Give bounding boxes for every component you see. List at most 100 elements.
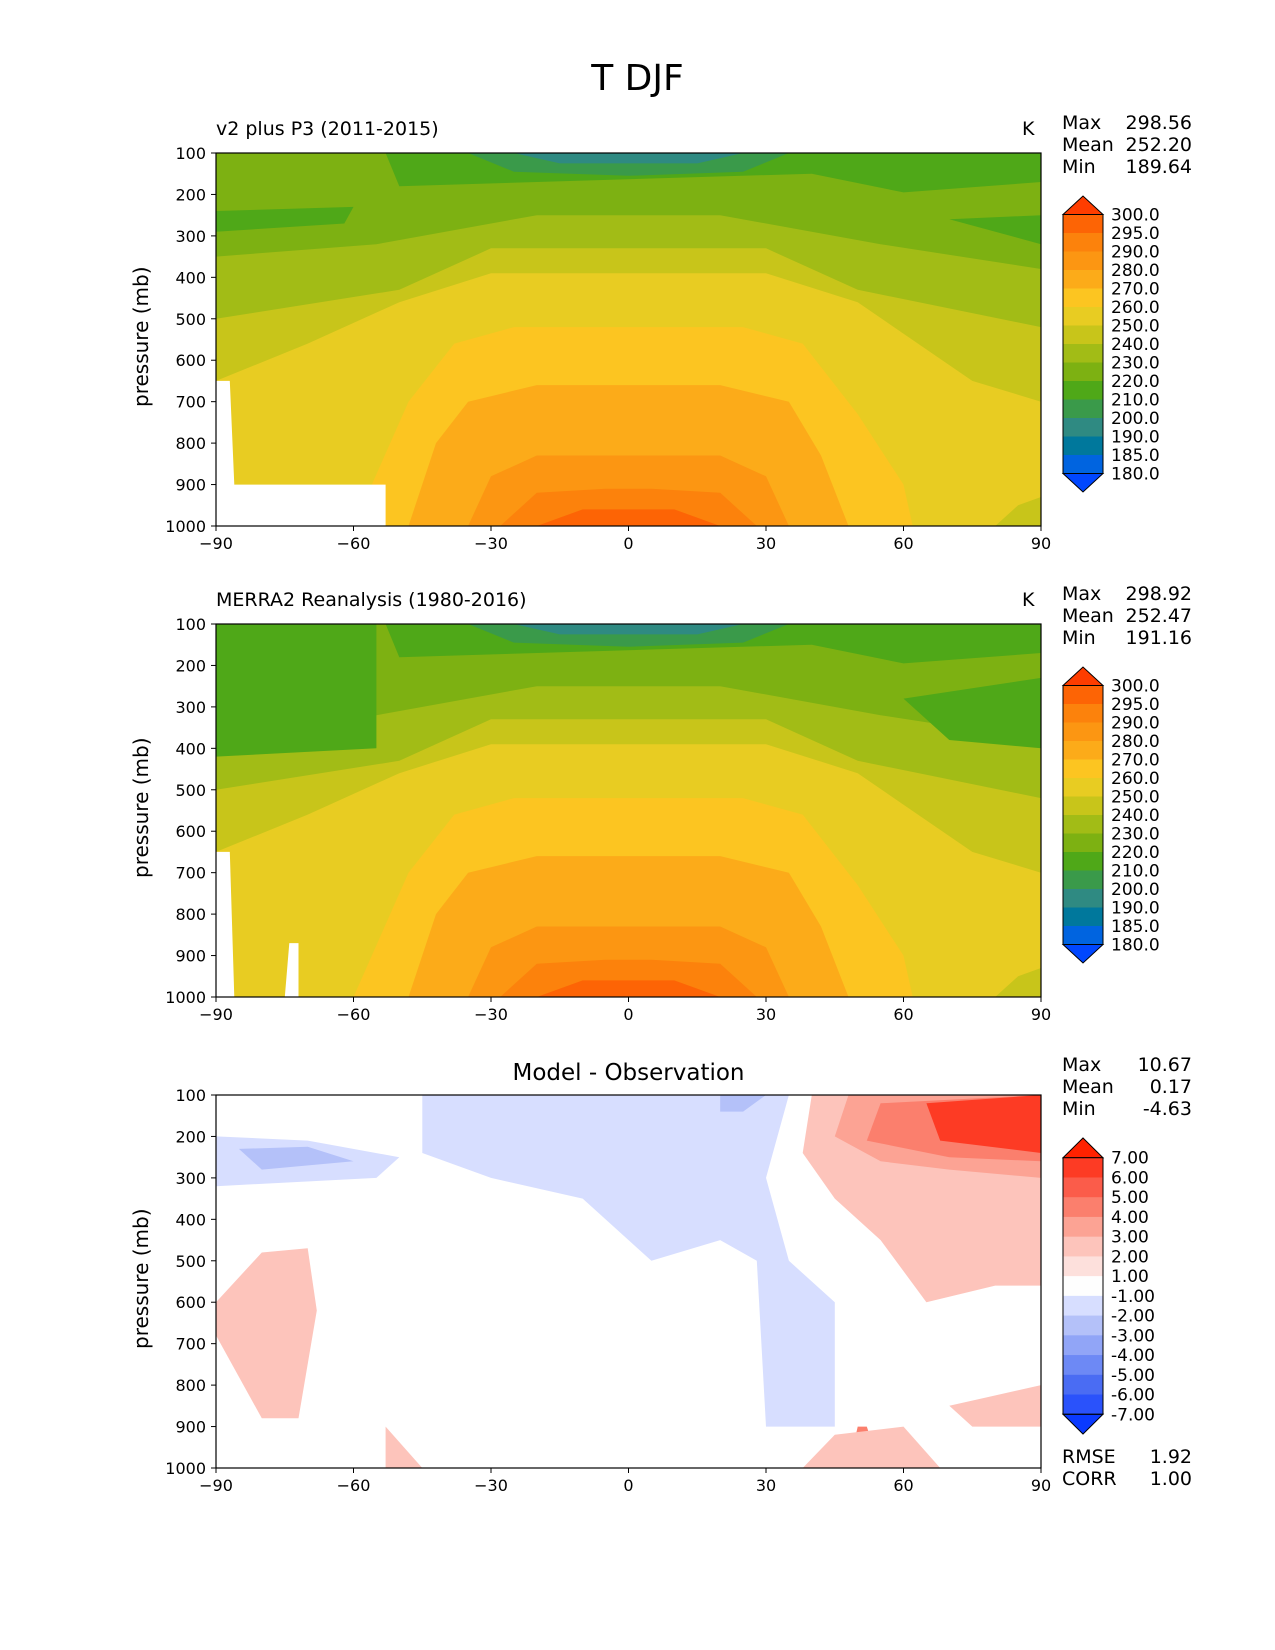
units-label: K [1022,118,1035,140]
contour-region [536,980,721,997]
colorbar-label: -6.00 [1111,1386,1155,1406]
colorbar-bin [1063,455,1103,474]
y-tick-label: 800 [175,905,206,924]
colorbar-label: 260.0 [1111,298,1160,318]
colorbar-label: 180.0 [1111,936,1160,956]
x-tick-label: −60 [337,1476,371,1495]
max-value: 10.67 [1137,1054,1192,1076]
mean-label: Mean [1062,605,1114,627]
colorbar-bin [1063,1315,1103,1336]
max-value: 298.56 [1125,112,1192,134]
colorbar-label: 270.0 [1111,751,1160,771]
x-tick-label: 0 [623,534,633,553]
colorbar: 300.0295.0290.0280.0270.0260.0250.0240.0… [1061,666,1160,964]
units-label: K [1022,589,1035,611]
x-tick-label: 90 [1031,534,1051,553]
x-tick-label: 30 [756,1005,776,1024]
axes: −90 −60 −30 0 30 60 90 100 200 300 400 500 600 700 800… [165,144,1051,553]
panel-title: v2 plus P3 (2011-2015) [216,118,439,140]
colorbar-label: 7.00 [1111,1149,1149,1169]
plot-svg: −90 −60 −30 0 30 60 90 100 200 300 400 500 600 700 800… [165,144,1160,553]
colorbar-bin [1063,870,1103,890]
colorbar-label: 190.0 [1111,899,1160,919]
y-tick-label: 700 [175,393,206,412]
colorbar-bin [1063,741,1103,760]
max-value: 298.92 [1125,583,1192,605]
colorbar-bin [1063,1276,1103,1297]
colorbar-bin [1063,381,1103,400]
colorbar-bin [1063,1374,1103,1396]
colorbar-bin [1063,778,1103,797]
x-tick-label: −30 [474,534,508,553]
colorbar-frame [1062,685,1104,945]
mean-value: 252.20 [1125,134,1192,156]
y-tick-label: 700 [175,1335,206,1354]
contour-region [903,677,1041,749]
colorbar-bin [1063,418,1103,437]
contour-region [720,1095,766,1112]
colorbar-bin [1063,1236,1103,1257]
colorbar-bin [1063,1295,1103,1317]
y-tick-label: 300 [175,1169,206,1188]
colorbar-bin [1063,926,1103,945]
stats-box: Max 298.56 Mean 252.20 Min 189.64 [1062,112,1192,178]
y-tick-label: 700 [175,864,206,883]
x-tick-label: 30 [756,534,776,553]
colorbar-extend-min [1061,1413,1105,1435]
y-tick-label: 100 [175,144,206,163]
y-tick-label: 500 [175,310,206,329]
y-tick-label: 300 [175,698,206,717]
rmse-value: 1.92 [1149,1446,1192,1468]
contour-region [238,1146,354,1170]
colorbar-label: -7.00 [1111,1405,1155,1425]
colorbar-frame [1062,214,1104,474]
colorbar-label: 1.00 [1111,1267,1149,1287]
colorbar-label: 250.0 [1111,788,1160,808]
colorbar-label: 220.0 [1111,843,1160,863]
panel-title: MERRA2 Reanalysis (1980-2016) [216,589,527,611]
contour-region [216,380,386,526]
colorbar-bin [1063,704,1103,723]
corr-label: CORR [1062,1468,1117,1490]
colorbar-label: 240.0 [1111,335,1160,355]
rmse-label: RMSE [1062,1446,1116,1468]
colorbar-label: 180.0 [1111,465,1160,485]
contour-region [926,1095,1041,1153]
contour-region [536,509,721,526]
mean-value: 252.47 [1125,605,1192,627]
colorbar-label: 3.00 [1111,1228,1149,1248]
x-tick-label: −90 [199,1005,233,1024]
contour-region [802,1426,941,1468]
colorbar-label: 5.00 [1111,1188,1149,1208]
colorbar-bin [1063,325,1103,345]
min-label: Min [1062,1098,1096,1120]
y-tick-label: 300 [175,227,206,246]
min-value: 189.64 [1125,156,1192,178]
colorbar-bin [1063,1197,1103,1218]
colorbar-bin [1063,722,1103,742]
colorbar-bin [1063,759,1103,779]
colorbar-bin [1063,1177,1103,1198]
x-tick-label: −30 [474,1476,508,1495]
y-tick-label: 200 [175,1127,206,1146]
contour-region [513,624,744,635]
figure-title: T DJF [591,58,684,99]
colorbar-label: 260.0 [1111,769,1160,789]
y-tick-label: 1000 [165,517,206,536]
colorbar-label: 185.0 [1111,917,1160,937]
colorbar-bin [1063,270,1103,289]
colorbar-bin [1063,889,1103,908]
colorbar-bin [1063,796,1103,816]
contour-region [949,215,1041,245]
panel-model: v2 plus P3 (2011-2015) K Max 298.56 Mean 2… [0,0,1275,553]
colorbar-bin [1063,1335,1103,1356]
y-tick-label: 800 [175,1376,206,1395]
plot-svg: −90 −60 −30 0 30 60 90 100 200 300 400 500 600 700 800… [165,615,1160,1024]
contour-region [385,1426,423,1468]
colorbar-label: 4.00 [1111,1208,1149,1228]
y-tick-label: 900 [175,476,206,495]
max-label: Max [1062,112,1102,134]
colorbar-label: 240.0 [1111,806,1160,826]
colorbar-bin [1063,233,1103,252]
panel-reanalysis: MERRA2 Reanalysis (1980-2016) K Max 298.9… [0,0,1275,1024]
